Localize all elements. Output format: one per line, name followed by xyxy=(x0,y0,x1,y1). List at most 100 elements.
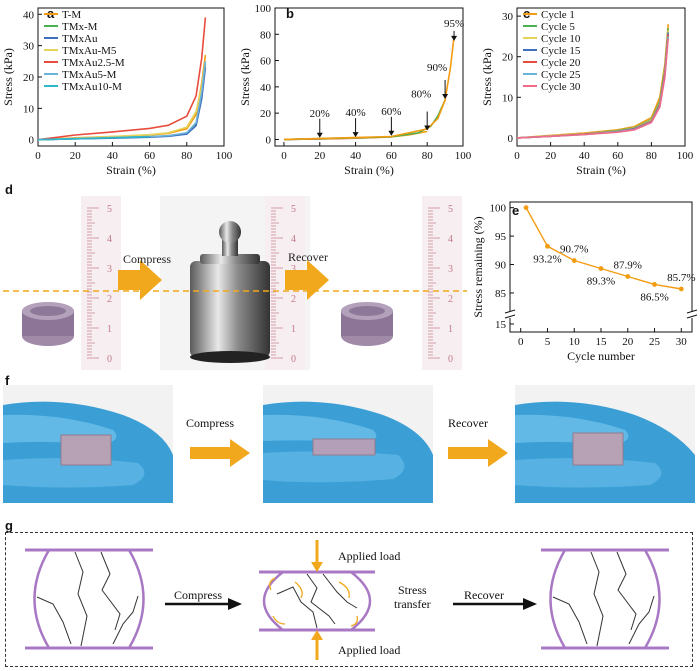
x-tick-label-5: 100 xyxy=(216,150,233,162)
x-tick-label-3: 15 xyxy=(596,336,608,348)
panel-label-f: f xyxy=(5,373,10,388)
legend-entry-0: Cycle 1 xyxy=(541,9,575,21)
y-tick-label-1: 10 xyxy=(23,103,35,115)
y-tick-label-5: 100 xyxy=(255,3,272,15)
x-tick-label-0: 0 xyxy=(514,150,520,162)
legend-entry-5: TMxAu5-M xyxy=(62,69,117,81)
data-point-3 xyxy=(598,266,604,271)
x-axis-label: Strain (%) xyxy=(576,163,626,177)
ruler-label-5: 0 xyxy=(448,354,453,365)
x-tick-label-1: 20 xyxy=(314,150,326,162)
schematic-box xyxy=(5,532,693,667)
annotation-5: 95% xyxy=(444,18,464,30)
legend-entry-6: TMxAu10-M xyxy=(62,81,122,93)
panel-label-e: e xyxy=(512,203,520,218)
panel-f-overlay xyxy=(190,439,508,467)
data-point-1 xyxy=(545,243,550,249)
x-tick-label-0: 0 xyxy=(35,150,41,162)
x-tick-label-5: 100 xyxy=(677,150,694,162)
y-axis-label: Stress (kPa) xyxy=(1,48,15,106)
ruler-label-0: 5 xyxy=(448,204,453,215)
compress-arrow-icon xyxy=(190,439,250,467)
data-point-5 xyxy=(652,282,657,287)
chart-c: 0 20 40 60 80 100 0 10 20 30 Strain (%) Stress (kPa… xyxy=(480,7,694,177)
legend-entry-3: Cycle 15 xyxy=(541,45,581,57)
ruler-label-2: 3 xyxy=(107,264,112,275)
annotation-3: 80% xyxy=(411,88,431,100)
y-tick-label-4: 80 xyxy=(260,29,272,41)
photo-hand-recovered xyxy=(515,385,695,503)
legend-entry-0: T-M xyxy=(62,9,81,21)
legend-entry-5: Cycle 25 xyxy=(541,69,581,81)
panel-d-compress-label: Compress xyxy=(123,252,171,266)
x-tick-label-1: 20 xyxy=(545,150,557,162)
ruler-label-5: 0 xyxy=(291,354,296,365)
x-tick-label-2: 40 xyxy=(350,150,362,162)
series-line-6 xyxy=(37,135,150,141)
x-tick-label-0: 0 xyxy=(281,150,287,162)
ruler-label-2: 3 xyxy=(291,264,296,275)
legend-entry-6: Cycle 30 xyxy=(541,81,581,93)
schematic-diagram xyxy=(25,540,669,660)
x-axis-label: Cycle number xyxy=(567,349,635,363)
y-tick-label-2: 20 xyxy=(23,72,35,84)
y-tick-label-0: 15 xyxy=(495,319,507,331)
y-tick-label-0: 0 xyxy=(266,134,272,146)
y-tick-label-3: 60 xyxy=(260,56,272,68)
legend-entry-1: TMx-M xyxy=(62,21,98,33)
series-line-4 xyxy=(283,99,446,141)
data-label-0: 93.2% xyxy=(533,253,561,265)
x-tick-label-6: 30 xyxy=(676,336,688,348)
photo-sample-recovered: 5 4 3 2 1 0 xyxy=(317,196,467,370)
ruler-label-0: 5 xyxy=(291,204,296,215)
data-label-2: 89.3% xyxy=(587,276,615,288)
y-tick-label-1: 10 xyxy=(502,92,514,104)
x-tick-label-4: 80 xyxy=(422,150,434,162)
legend-entry-2: Cycle 10 xyxy=(541,33,581,45)
x-tick-label-0: 0 xyxy=(518,336,524,348)
ruler-label-3: 2 xyxy=(107,294,112,305)
x-tick-label-4: 80 xyxy=(181,150,193,162)
x-tick-label-5: 25 xyxy=(649,336,661,348)
ruler-label-2: 3 xyxy=(448,264,453,275)
applied-load-top: Applied load xyxy=(338,549,401,563)
annotation-2: 60% xyxy=(381,106,401,118)
x-tick-label-4: 20 xyxy=(622,336,634,348)
stress-transfer-label: Stress transfer xyxy=(394,583,431,611)
x-axis-label: Strain (%) xyxy=(106,163,156,177)
annotation-1: 40% xyxy=(345,107,365,119)
y-axis-label: Stress (kPa) xyxy=(480,48,494,106)
legend-entry-4: Cycle 20 xyxy=(541,57,581,69)
chart-e: 0 5 10 15 20 25 30 15 85 90 95 100 Cycle number Stres… xyxy=(471,201,698,363)
photo-hand-compressed xyxy=(263,385,433,503)
x-tick-label-1: 5 xyxy=(545,336,551,348)
x-tick-label-2: 40 xyxy=(107,150,119,162)
data-label-5: 85.7% xyxy=(667,272,695,284)
ruler-label-0: 5 xyxy=(107,204,112,215)
panel-d-overlay xyxy=(3,260,467,300)
annotation-4: 90% xyxy=(427,62,447,74)
ruler-label-3: 2 xyxy=(291,294,296,305)
legend-entry-1: Cycle 5 xyxy=(541,21,575,33)
y-tick-label-4: 100 xyxy=(490,203,507,215)
panel-f-recover-label: Recover xyxy=(448,416,488,430)
panel-label-b: b xyxy=(286,6,294,21)
y-tick-label-2: 90 xyxy=(495,260,507,272)
ruler-label-1: 4 xyxy=(291,234,296,245)
data-label-3: 87.9% xyxy=(614,259,642,271)
data-point-2 xyxy=(571,258,577,263)
ruler-label-4: 1 xyxy=(107,324,112,335)
y-tick-label-4: 40 xyxy=(23,9,35,21)
ruler-label-1: 4 xyxy=(107,234,112,245)
y-tick-label-0: 0 xyxy=(29,135,35,147)
data-label-1: 90.7% xyxy=(560,244,588,256)
ruler-label-5: 0 xyxy=(107,354,112,365)
x-tick-label-3: 60 xyxy=(386,150,398,162)
data-point-0 xyxy=(523,205,529,211)
ruler-label-1: 4 xyxy=(448,234,453,245)
recover-arrow-icon xyxy=(448,439,508,467)
legend-entry-4: TMxAu2.5-M xyxy=(62,57,125,69)
ruler-label-3: 2 xyxy=(448,294,453,305)
series-line-6 xyxy=(516,38,669,139)
